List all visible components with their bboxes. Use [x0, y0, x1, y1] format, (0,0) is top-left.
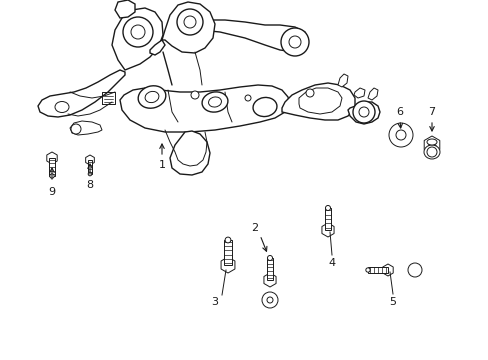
Polygon shape	[170, 131, 209, 175]
Polygon shape	[367, 267, 387, 273]
Polygon shape	[112, 8, 163, 70]
Ellipse shape	[426, 139, 436, 145]
Circle shape	[267, 256, 272, 261]
Polygon shape	[87, 160, 92, 174]
Circle shape	[244, 95, 250, 101]
Circle shape	[71, 124, 81, 134]
Ellipse shape	[138, 86, 165, 108]
Polygon shape	[70, 121, 102, 135]
Text: 1: 1	[158, 160, 165, 170]
Polygon shape	[150, 40, 164, 55]
Text: 8: 8	[86, 180, 93, 190]
Circle shape	[262, 292, 278, 308]
Ellipse shape	[145, 91, 159, 103]
Circle shape	[177, 9, 203, 35]
Text: 2: 2	[251, 223, 258, 233]
Circle shape	[123, 17, 153, 47]
Circle shape	[407, 263, 421, 277]
Polygon shape	[382, 264, 392, 276]
Circle shape	[224, 237, 230, 243]
Polygon shape	[264, 273, 276, 287]
Circle shape	[288, 36, 301, 48]
Circle shape	[183, 16, 196, 28]
Polygon shape	[85, 155, 94, 165]
Circle shape	[305, 89, 313, 97]
Polygon shape	[221, 257, 234, 273]
Circle shape	[266, 297, 272, 303]
Circle shape	[428, 142, 434, 148]
Polygon shape	[120, 85, 289, 132]
Circle shape	[281, 28, 308, 56]
Text: 5: 5	[389, 297, 396, 307]
Circle shape	[388, 123, 412, 147]
Circle shape	[426, 147, 436, 157]
Text: 7: 7	[427, 107, 435, 117]
Polygon shape	[298, 88, 341, 114]
Circle shape	[325, 206, 330, 211]
Text: 3: 3	[211, 297, 218, 307]
Circle shape	[50, 174, 54, 178]
Circle shape	[191, 91, 199, 99]
Polygon shape	[200, 20, 307, 52]
Circle shape	[395, 130, 405, 140]
Polygon shape	[353, 88, 364, 98]
Ellipse shape	[252, 98, 276, 117]
Circle shape	[352, 101, 374, 123]
Text: 4: 4	[328, 258, 335, 268]
Polygon shape	[321, 223, 333, 237]
Ellipse shape	[423, 145, 439, 159]
Polygon shape	[266, 258, 273, 280]
Polygon shape	[162, 2, 215, 53]
Text: 9: 9	[48, 187, 56, 197]
Polygon shape	[367, 88, 377, 100]
Polygon shape	[115, 0, 135, 18]
Text: 6: 6	[396, 107, 403, 117]
Polygon shape	[38, 70, 125, 117]
Polygon shape	[337, 74, 347, 87]
Circle shape	[365, 268, 369, 272]
Polygon shape	[423, 136, 439, 154]
Ellipse shape	[55, 102, 69, 112]
Polygon shape	[47, 152, 57, 164]
Polygon shape	[49, 158, 55, 176]
Circle shape	[88, 172, 92, 176]
Polygon shape	[224, 240, 231, 265]
Polygon shape	[324, 208, 330, 230]
Ellipse shape	[202, 92, 227, 112]
Circle shape	[358, 107, 368, 117]
Polygon shape	[282, 83, 354, 120]
Polygon shape	[347, 102, 379, 124]
Ellipse shape	[208, 97, 221, 107]
Circle shape	[131, 25, 145, 39]
